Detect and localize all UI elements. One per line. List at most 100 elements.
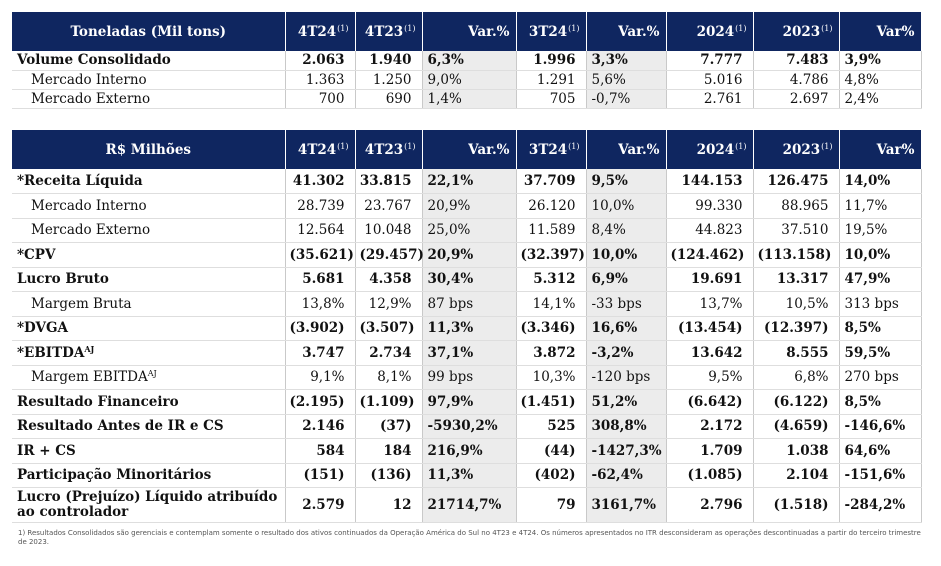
value-cell: 2.734 (355, 340, 423, 366)
value-cell: 184 (355, 438, 423, 464)
label-superscript: AJ (84, 344, 95, 355)
table-row: Lucro Bruto 5.681 4.358 30,4% 5.312 6,9% 19.69… (12, 267, 922, 292)
column-header-label: Var.% (618, 141, 660, 158)
row-label-text: *CPV (17, 246, 56, 263)
value-cell: (3.346) (516, 316, 587, 341)
row-label: IR + CS (12, 438, 286, 464)
variation-cell: 16,6% (586, 316, 667, 341)
table-row: *DVGA (3.902) (3.507) 11,3% (3.346) 16,6% (13.… (12, 316, 922, 341)
footnote-marker: (1) (337, 141, 349, 151)
value-cell: (12.397) (753, 316, 840, 341)
variation-cell: 8,5% (839, 316, 922, 341)
row-label: *CPV (12, 242, 286, 268)
variation-cell: -284,2% (839, 487, 922, 523)
column-header-label: Var.% (618, 23, 660, 40)
variation-cell: 308,8% (586, 414, 667, 439)
row-label: Mercado Interno (12, 193, 286, 219)
footnote-marker: (1) (821, 23, 833, 33)
variation-cell: 21714,7% (422, 487, 517, 523)
value-cell: 10,3% (516, 365, 587, 390)
column-header: 2023(1) (753, 12, 840, 51)
value-cell: 2.697 (753, 89, 840, 109)
row-label: Margem Bruta (12, 291, 286, 317)
row-label: Resultado Antes de IR e CS (12, 414, 286, 439)
value-cell: 700 (285, 89, 356, 109)
value-cell: 4.786 (753, 70, 840, 90)
column-header-label: 4T23 (364, 23, 404, 40)
footnote-marker: (1) (337, 23, 349, 33)
value-cell: 13.317 (753, 267, 840, 292)
value-cell: 9,1% (285, 365, 356, 390)
table-row: Margem Bruta 13,8% 12,9% 87 bps 14,1% -33 bps… (12, 291, 922, 317)
value-cell: 88.965 (753, 193, 840, 219)
variation-cell: 9,5% (586, 169, 667, 194)
value-cell: 5.681 (285, 267, 356, 292)
value-cell: 9,5% (666, 365, 754, 390)
column-header-label: 4T23 (364, 141, 404, 158)
row-label-text: Volume Consolidado (17, 52, 171, 69)
variation-cell: 99 bps (422, 365, 517, 390)
value-cell: (1.085) (666, 463, 754, 488)
value-cell: 10,5% (753, 291, 840, 317)
variation-cell: 64,6% (839, 438, 922, 464)
value-cell: 19.691 (666, 267, 754, 292)
value-cell: 2.063 (285, 51, 356, 71)
column-header: 4T23(1) (355, 130, 423, 169)
value-cell: 37.510 (753, 218, 840, 243)
variation-cell: 14,0% (839, 169, 922, 194)
column-header: 4T24(1) (285, 130, 356, 169)
variation-cell: 30,4% (422, 267, 517, 292)
row-label: *Receita Líquida (12, 169, 286, 194)
value-cell: (35.621) (285, 242, 356, 268)
value-cell: 144.153 (666, 169, 754, 194)
variation-cell: 4,8% (839, 70, 922, 90)
column-header: R$ Milhões (12, 130, 286, 169)
column-header: 4T23(1) (355, 12, 423, 51)
value-cell: 5.312 (516, 267, 587, 292)
value-cell: 2.579 (285, 487, 356, 523)
value-cell: (3.902) (285, 316, 356, 341)
table-row: *EBITDAAJ 3.747 2.734 37,1% 3.872 -3,2% 13.642… (12, 340, 922, 366)
value-cell: 2.104 (753, 463, 840, 488)
variation-cell: 20,9% (422, 193, 517, 219)
value-cell: 3.747 (285, 340, 356, 366)
variation-cell: 6,3% (422, 51, 517, 71)
variation-cell: -0,7% (586, 89, 667, 109)
value-cell: 5.016 (666, 70, 754, 90)
value-cell: (402) (516, 463, 587, 488)
variation-cell: -120 bps (586, 365, 667, 390)
column-header: Toneladas (Mil tons) (12, 12, 286, 51)
variation-cell: 19,5% (839, 218, 922, 243)
row-label: Lucro (Prejuízo) Líquido atribuído ao co… (12, 487, 286, 523)
value-cell: 12.564 (285, 218, 356, 243)
column-header-label: 4T24 (297, 23, 337, 40)
value-cell: 126.475 (753, 169, 840, 194)
variation-cell: 6,9% (586, 267, 667, 292)
value-cell: 1.250 (355, 70, 423, 90)
value-cell: 79 (516, 487, 587, 523)
variation-cell: 1,4% (422, 89, 517, 109)
row-label-text: IR + CS (17, 442, 76, 459)
value-cell: 6,8% (753, 365, 840, 390)
value-cell: (124.462) (666, 242, 754, 268)
variation-cell: 3,9% (839, 51, 922, 71)
value-cell: 1.709 (666, 438, 754, 464)
variation-cell: 10,0% (586, 193, 667, 219)
row-label: Mercado Interno (12, 70, 286, 90)
table-row: Mercado Externo 12.564 10.048 25,0% 11.589 8,… (12, 218, 922, 243)
column-header-label: Var.% (468, 23, 510, 40)
variation-cell: 11,7% (839, 193, 922, 219)
variation-cell: 9,0% (422, 70, 517, 90)
column-header-label: 3T24 (528, 23, 568, 40)
table-row: IR + CS 584 184 216,9% (44) -1427,3% 1.709 1.03… (12, 438, 922, 464)
value-cell: (37) (355, 414, 423, 439)
value-cell: (29.457) (355, 242, 424, 268)
variation-cell: 11,3% (422, 316, 517, 341)
value-cell: 1.996 (516, 51, 587, 71)
value-cell: 23.767 (355, 193, 423, 219)
value-cell: 7.777 (666, 51, 754, 71)
row-label-text: Margem EBITDA (31, 369, 148, 386)
variation-cell: -146,6% (839, 414, 922, 439)
row-label: Lucro Bruto (12, 267, 286, 292)
table-row: Resultado Financeiro (2.195) (1.109) 97,9%(… (12, 389, 922, 415)
